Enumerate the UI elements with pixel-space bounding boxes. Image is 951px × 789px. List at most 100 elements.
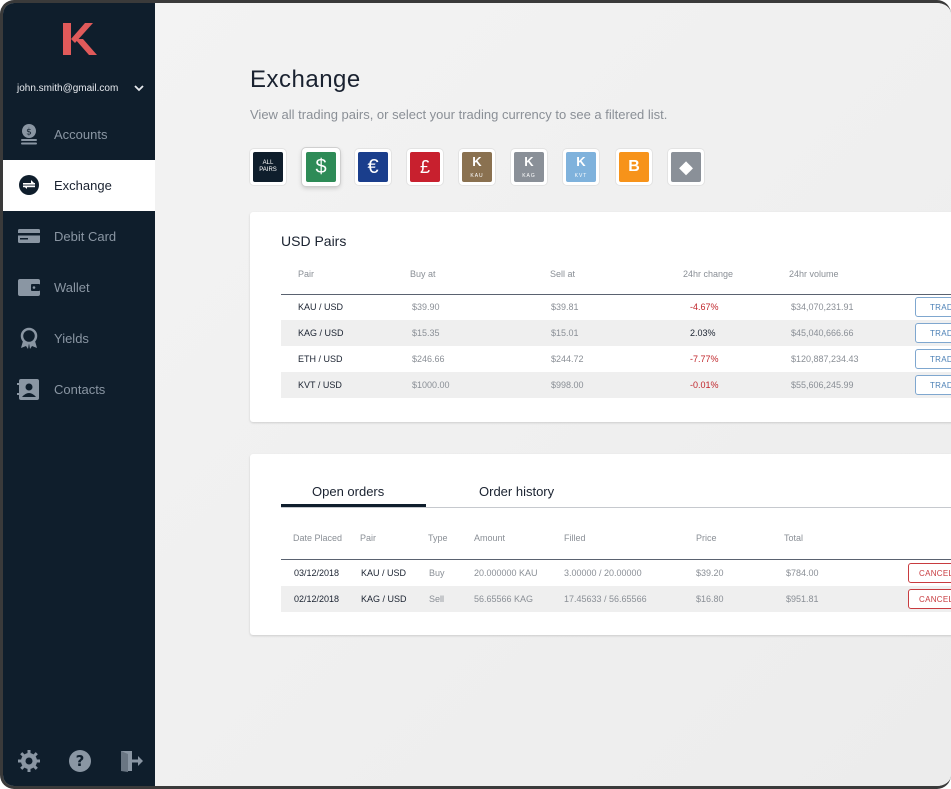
col-pair: Pair [360, 533, 377, 543]
order-type: Sell [429, 594, 445, 604]
col-date-placed: Date Placed [293, 533, 343, 543]
sell-price: $15.01 [551, 328, 579, 338]
sidebar-item-debit-card[interactable]: Debit Card [3, 211, 155, 262]
sidebar-item-label: Wallet [54, 280, 90, 295]
volume-value: $45,040,666.66 [791, 328, 854, 338]
pairs-header-divider [281, 294, 951, 295]
coins-icon: $ [21, 124, 37, 145]
page-title: Exchange [250, 66, 361, 93]
trade-button[interactable]: TRADE [915, 375, 951, 395]
col-pair: Pair [298, 269, 315, 279]
cancel-order-button[interactable]: CANCEL [908, 589, 951, 609]
page-subtitle: View all trading pairs, or select your t… [250, 107, 668, 122]
trade-button[interactable]: TRADE [915, 323, 951, 343]
kau-label: KAU [470, 173, 484, 179]
logout-icon[interactable] [119, 749, 143, 773]
buy-price: $39.90 [412, 302, 440, 312]
table-row: 03/12/2018 KAU / USD Buy 20.000000 KAU 3… [281, 560, 951, 586]
pairs-card-title: USD Pairs [281, 233, 347, 249]
orders-table-header: Date Placed Pair Type Amount Filled Pric… [281, 533, 951, 547]
user-email: john.smith@gmail.com [17, 83, 119, 94]
col-amount: Amount [474, 533, 506, 543]
buy-price: $246.66 [412, 354, 445, 364]
sidebar-item-yields[interactable]: Yields [3, 313, 155, 364]
active-tab-indicator [281, 504, 426, 507]
col-24hr-volume: 24hr volume [789, 269, 839, 279]
sidebar: john.smith@gmail.com $ Accounts [3, 3, 155, 786]
wallet-icon [18, 279, 40, 296]
order-date: 03/12/2018 [294, 568, 340, 578]
currency-gbp[interactable]: £ [407, 149, 443, 185]
table-row: KAG / USD $15.35 $15.01 2.03% $45,040,66… [281, 320, 951, 346]
order-price: $39.20 [696, 568, 724, 578]
sidebar-item-label: Contacts [54, 382, 106, 397]
tabs-divider [281, 507, 951, 508]
sidebar-item-label: Yields [54, 331, 89, 346]
table-row: KVT / USD $1000.00 $998.00 -0.01% $55,60… [281, 372, 951, 398]
currency-kau[interactable]: K KAU [459, 149, 495, 185]
trade-button[interactable]: TRADE [915, 349, 951, 369]
usd-pairs-card: USD Pairs Pair Buy at Sell at 24hr chang… [250, 212, 951, 422]
sidebar-item-label: Exchange [54, 178, 112, 193]
pair-name: ETH / USD [298, 354, 343, 364]
currency-kag[interactable]: K KAG [511, 149, 547, 185]
all-pairs-label-line2: PAIRS [259, 167, 277, 173]
dollar-icon: $ [306, 152, 336, 182]
bitcoin-icon: B [619, 152, 649, 182]
currency-eur[interactable]: € [355, 149, 391, 185]
sidebar-item-accounts[interactable]: $ Accounts [3, 109, 155, 160]
kinesis-k-icon: K [472, 154, 482, 169]
change-value: -4.67% [690, 302, 719, 312]
orders-tabs: Open orders Order history [281, 480, 951, 508]
euro-icon: € [358, 152, 388, 182]
svg-text:$: $ [26, 128, 32, 138]
tab-order-history[interactable]: Order history [479, 484, 555, 499]
debit-card-icon [18, 229, 40, 243]
col-buy-at: Buy at [410, 269, 436, 279]
volume-value: $120,887,234.43 [791, 354, 859, 364]
col-filled: Filled [564, 533, 586, 543]
pound-icon: £ [410, 152, 440, 182]
sidebar-nav: $ Accounts Exchange [3, 109, 155, 415]
orders-card: Open orders Order history Date Placed Pa… [250, 454, 951, 635]
table-row: KAU / USD $39.90 $39.81 -4.67% $34,070,2… [281, 294, 951, 320]
currency-eth[interactable]: ◆ [668, 149, 704, 185]
sidebar-item-label: Accounts [54, 127, 108, 142]
sidebar-item-label: Debit Card [54, 229, 117, 244]
sell-price: $244.72 [551, 354, 584, 364]
sidebar-item-wallet[interactable]: Wallet [3, 262, 155, 313]
order-pair: KAU / USD [361, 568, 407, 578]
order-type: Buy [429, 568, 445, 578]
help-icon[interactable]: ? [68, 749, 92, 773]
ethereum-icon: ◆ [671, 152, 701, 182]
order-price: $16.80 [696, 594, 724, 604]
cancel-order-button[interactable]: CANCEL [908, 563, 951, 583]
currency-kvt[interactable]: K KVT [563, 149, 599, 185]
award-icon [20, 327, 38, 349]
chevron-down-icon [134, 85, 144, 92]
tab-open-orders[interactable]: Open orders [312, 484, 385, 499]
sidebar-item-exchange[interactable]: Exchange [3, 160, 155, 211]
order-amount: 56.65566 KAG [474, 594, 534, 604]
currency-btc[interactable]: B [616, 149, 652, 185]
table-row: ETH / USD $246.66 $244.72 -7.77% $120,88… [281, 346, 951, 372]
change-value: 2.03% [690, 328, 716, 338]
gear-icon[interactable] [17, 749, 41, 773]
all-pairs-label-line1: ALL [262, 160, 274, 166]
order-total: $951.81 [786, 594, 819, 604]
pairs-table-header: Pair Buy at Sell at 24hr change 24hr vol… [281, 269, 951, 283]
pair-name: KAU / USD [298, 302, 344, 312]
kvt-label: KVT [574, 173, 588, 179]
currency-usd[interactable]: $ [302, 148, 340, 186]
volume-value: $55,606,245.99 [791, 380, 854, 390]
buy-price: $1000.00 [412, 380, 450, 390]
order-pair: KAG / USD [361, 594, 407, 604]
trade-button[interactable]: TRADE [915, 297, 951, 317]
volume-value: $34,070,231.91 [791, 302, 854, 312]
kinesis-logo-icon[interactable] [61, 21, 97, 57]
order-date: 02/12/2018 [294, 594, 340, 604]
account-dropdown[interactable]: john.smith@gmail.com [17, 81, 145, 99]
order-filled: 17.45633 / 56.65566 [564, 594, 647, 604]
currency-all-pairs[interactable]: ALL PAIRS [250, 149, 286, 185]
sidebar-item-contacts[interactable]: Contacts [3, 364, 155, 415]
